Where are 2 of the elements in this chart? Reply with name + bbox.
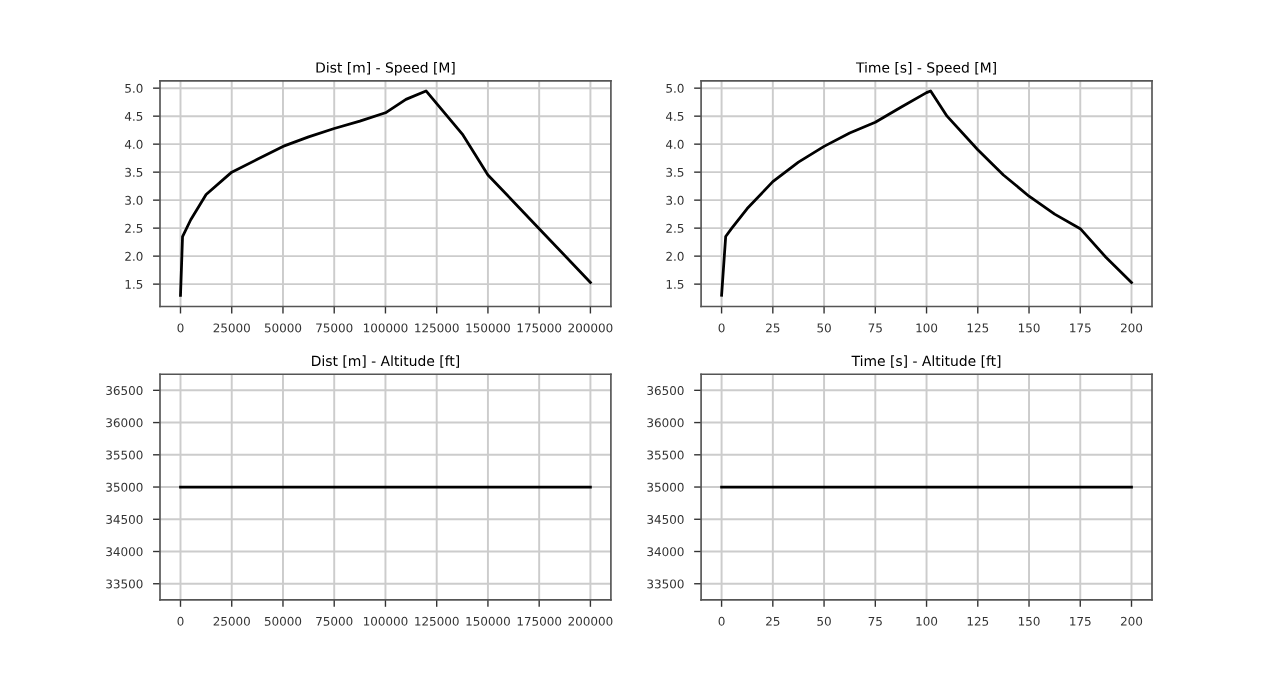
line-series xyxy=(179,89,592,297)
line-series xyxy=(720,89,1133,297)
